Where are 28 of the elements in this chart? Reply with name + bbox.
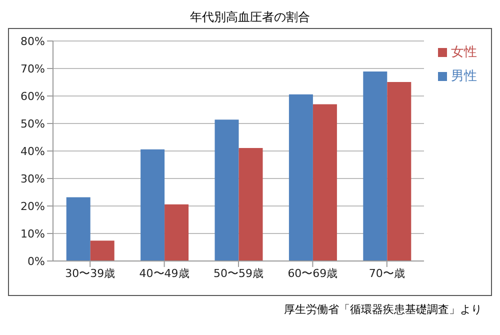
x-tick-label: 60〜69歳 — [288, 266, 338, 280]
x-tick-label: 50〜59歳 — [214, 266, 264, 280]
y-tick-label: 80% — [20, 34, 45, 48]
y-tick-label: 30% — [20, 172, 45, 186]
y-tick-label: 50% — [20, 117, 45, 130]
bar — [238, 148, 263, 261]
x-tick-label: 30〜39歳 — [65, 266, 116, 280]
bar — [387, 82, 412, 261]
legend-label: 男性 — [451, 69, 477, 84]
text: 厚生労働省「循環器疾患基礎調査」より — [283, 302, 483, 317]
legend-label: 女性 — [451, 45, 477, 60]
bar — [66, 197, 90, 261]
bar — [363, 72, 388, 261]
bar — [312, 104, 337, 261]
x-tick-label: 70〜歳 — [368, 266, 405, 280]
y-tick-label: 20% — [20, 200, 45, 213]
x-tick-label: 40〜49歳 — [139, 266, 190, 280]
y-tick-label: 40% — [20, 144, 45, 158]
y-tick-label: 60% — [20, 90, 45, 103]
bar — [140, 149, 165, 261]
bar — [214, 120, 239, 261]
y-tick-label: 10% — [20, 227, 45, 240]
chart-title: 年代別高血圧者の割合 — [189, 9, 311, 26]
y-tick-label: 70% — [20, 62, 45, 76]
y-tick-label: 0% — [28, 254, 45, 268]
bar — [164, 204, 189, 261]
bar — [90, 240, 114, 261]
bar — [288, 94, 313, 261]
